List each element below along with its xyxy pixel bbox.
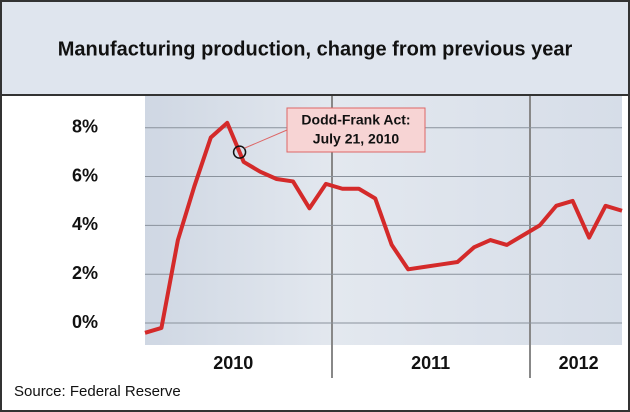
y-tick-label: 4% [72, 214, 98, 234]
y-tick-label: 6% [72, 165, 98, 185]
annotation-box [286, 107, 426, 153]
y-tick-label: 8% [72, 116, 98, 136]
y-tick-label: 0% [72, 312, 98, 332]
annotation: Dodd-Frank Act: [301, 112, 410, 128]
y-tick-label: 2% [72, 263, 98, 283]
chart-title: Manufacturing production, change from pr… [58, 38, 573, 60]
x-tick-label: 2012 [559, 353, 599, 373]
source: Source: Federal Reserve [14, 383, 181, 400]
title-box [0, 0, 630, 96]
annotation-leader [244, 129, 288, 149]
x-tick-label: 2011 [411, 353, 450, 373]
line-series [144, 120, 623, 335]
annotation: July 21, 2010 [313, 131, 400, 147]
annotation-marker [232, 145, 247, 159]
x-tick-label: 2010 [213, 353, 253, 373]
